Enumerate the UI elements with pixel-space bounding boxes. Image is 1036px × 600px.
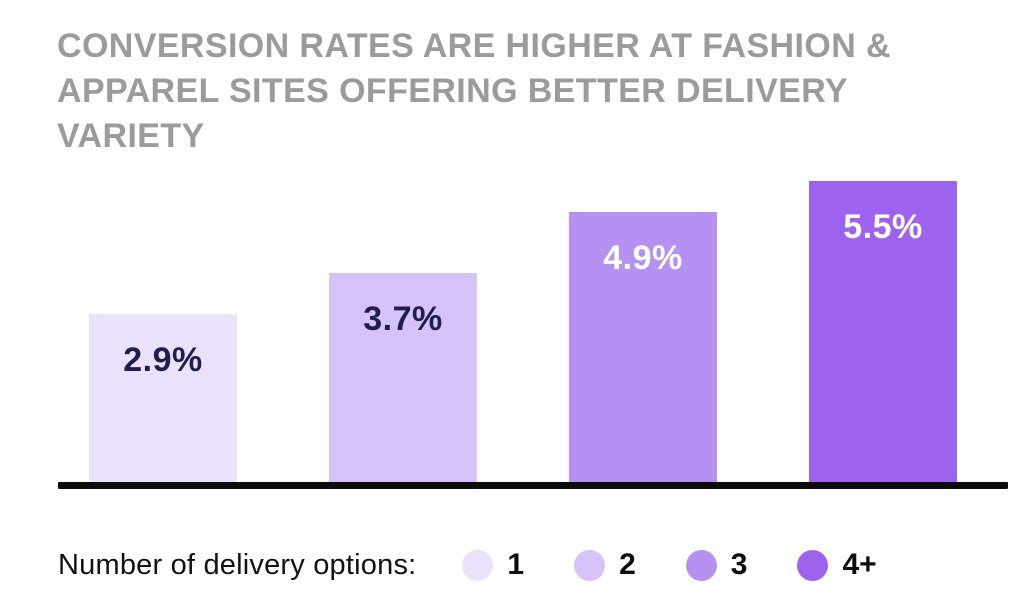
legend-item-label: 1	[507, 548, 525, 581]
bar-4+-options: 5.5%	[809, 181, 957, 482]
bar-2-options: 3.7%	[329, 273, 477, 482]
legend-item-4plus: 4+	[797, 548, 877, 582]
chart-title: CONVERSION RATES ARE HIGHER AT FASHION &…	[57, 27, 891, 155]
legend: Number of delivery options: 1 2 3 4+	[58, 541, 998, 589]
bar-value-label: 4.9%	[603, 239, 683, 277]
bar-value-label: 3.7%	[363, 300, 443, 338]
legend-label: Number of delivery options:	[58, 548, 417, 581]
legend-items: 1 2 3 4+	[462, 548, 877, 582]
legend-swatch-icon	[574, 549, 606, 581]
bar-1-options: 2.9%	[89, 314, 237, 482]
legend-swatch-icon	[797, 549, 829, 581]
bar-value-label: 2.9%	[123, 341, 203, 379]
bar-value-label: 5.5%	[843, 208, 923, 246]
legend-item-label: 3	[730, 548, 748, 581]
legend-item-3: 3	[685, 548, 748, 582]
legend-item-label: 4+	[842, 548, 877, 581]
legend-item-2: 2	[574, 548, 636, 582]
bar-3-options: 4.9%	[569, 212, 717, 482]
legend-item-1: 1	[462, 548, 524, 582]
legend-item-label: 2	[619, 548, 636, 581]
legend-swatch-icon	[462, 549, 494, 581]
x-axis-line	[58, 482, 1008, 489]
legend-swatch-icon	[685, 549, 717, 581]
